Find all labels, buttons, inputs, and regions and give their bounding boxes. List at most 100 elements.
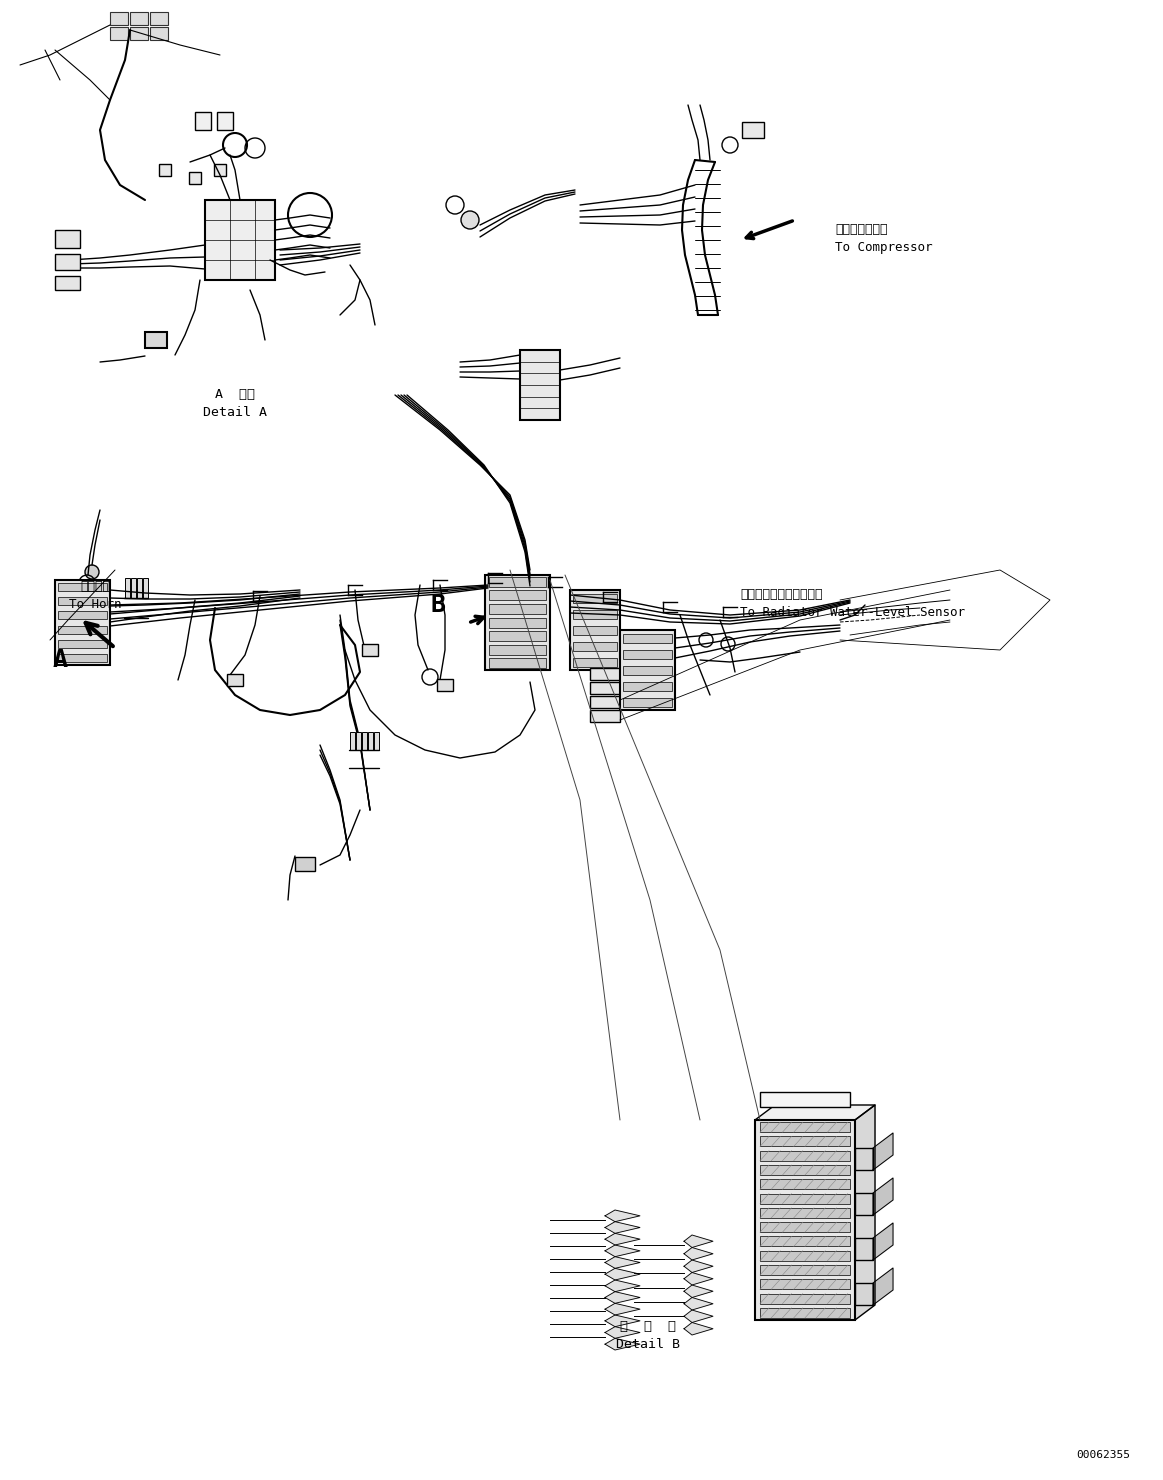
Bar: [573, 642, 618, 651]
Bar: [488, 630, 545, 641]
Bar: [374, 733, 379, 750]
Bar: [855, 1148, 873, 1171]
Bar: [573, 659, 618, 667]
Bar: [488, 577, 545, 586]
Polygon shape: [684, 1234, 713, 1248]
Bar: [573, 626, 618, 635]
Bar: [573, 610, 618, 619]
Bar: [190, 172, 201, 184]
Bar: [150, 12, 167, 25]
Bar: [623, 699, 672, 707]
Bar: [759, 1180, 850, 1190]
Polygon shape: [605, 1257, 640, 1268]
Polygon shape: [605, 1316, 640, 1326]
Bar: [759, 1208, 850, 1218]
Polygon shape: [684, 1310, 713, 1323]
Bar: [520, 349, 561, 420]
Text: A  詳細
Detail A: A 詳細 Detail A: [204, 388, 267, 419]
Polygon shape: [684, 1259, 713, 1273]
Bar: [623, 666, 672, 675]
Bar: [145, 332, 167, 348]
Bar: [130, 12, 148, 25]
Bar: [143, 579, 148, 598]
Text: B: B: [430, 593, 445, 617]
Bar: [759, 1165, 850, 1175]
Bar: [628, 639, 642, 650]
Text: コンプレッサへ
To Compressor: コンプレッサへ To Compressor: [835, 222, 933, 253]
Polygon shape: [873, 1268, 893, 1305]
Bar: [362, 644, 378, 656]
Bar: [620, 639, 634, 650]
Polygon shape: [605, 1211, 640, 1221]
Polygon shape: [684, 1298, 713, 1310]
Bar: [58, 598, 107, 605]
Polygon shape: [605, 1245, 640, 1257]
Bar: [195, 112, 211, 130]
Bar: [590, 696, 620, 707]
Bar: [742, 121, 764, 138]
Polygon shape: [873, 1178, 893, 1215]
Bar: [759, 1294, 850, 1304]
Polygon shape: [605, 1338, 640, 1350]
Bar: [368, 733, 373, 750]
Bar: [573, 593, 618, 602]
Bar: [590, 710, 620, 722]
Polygon shape: [605, 1221, 640, 1233]
Bar: [759, 1222, 850, 1233]
Bar: [159, 164, 171, 176]
Bar: [137, 579, 142, 598]
Bar: [759, 1308, 850, 1317]
Bar: [150, 27, 167, 40]
Bar: [755, 1120, 855, 1320]
Bar: [636, 639, 650, 650]
Bar: [623, 633, 672, 642]
Bar: [759, 1265, 850, 1274]
Bar: [110, 12, 128, 25]
Bar: [55, 580, 110, 665]
Bar: [620, 630, 675, 710]
Polygon shape: [605, 1292, 640, 1304]
Bar: [131, 579, 136, 598]
Bar: [205, 200, 274, 280]
Circle shape: [197, 112, 211, 127]
Bar: [110, 27, 128, 40]
Polygon shape: [605, 1233, 640, 1245]
Text: 00062355: 00062355: [1076, 1450, 1130, 1459]
Bar: [759, 1151, 850, 1160]
Text: ホーンへ
To Horn: ホーンへ To Horn: [69, 580, 121, 611]
Bar: [759, 1122, 850, 1132]
Bar: [58, 583, 107, 591]
Bar: [855, 1193, 873, 1215]
Bar: [759, 1137, 850, 1147]
Bar: [855, 1237, 873, 1259]
Bar: [124, 579, 130, 598]
Polygon shape: [605, 1304, 640, 1316]
Bar: [55, 255, 80, 269]
Circle shape: [461, 212, 479, 229]
Bar: [488, 591, 545, 601]
Bar: [217, 112, 233, 130]
Bar: [55, 275, 80, 290]
Polygon shape: [873, 1134, 893, 1171]
Polygon shape: [873, 1222, 893, 1259]
Polygon shape: [605, 1326, 640, 1338]
Bar: [590, 682, 620, 694]
Bar: [350, 733, 355, 750]
Bar: [58, 639, 107, 648]
Bar: [58, 626, 107, 633]
Bar: [362, 733, 368, 750]
Bar: [356, 733, 361, 750]
Bar: [488, 604, 545, 614]
Bar: [227, 673, 243, 687]
Bar: [759, 1092, 850, 1107]
Bar: [623, 650, 672, 659]
Polygon shape: [684, 1248, 713, 1259]
Bar: [58, 654, 107, 662]
Bar: [214, 164, 226, 176]
Bar: [488, 617, 545, 628]
Text: A: A: [52, 648, 67, 672]
Bar: [55, 229, 80, 249]
Circle shape: [85, 565, 99, 579]
Polygon shape: [684, 1323, 713, 1335]
Bar: [759, 1279, 850, 1289]
